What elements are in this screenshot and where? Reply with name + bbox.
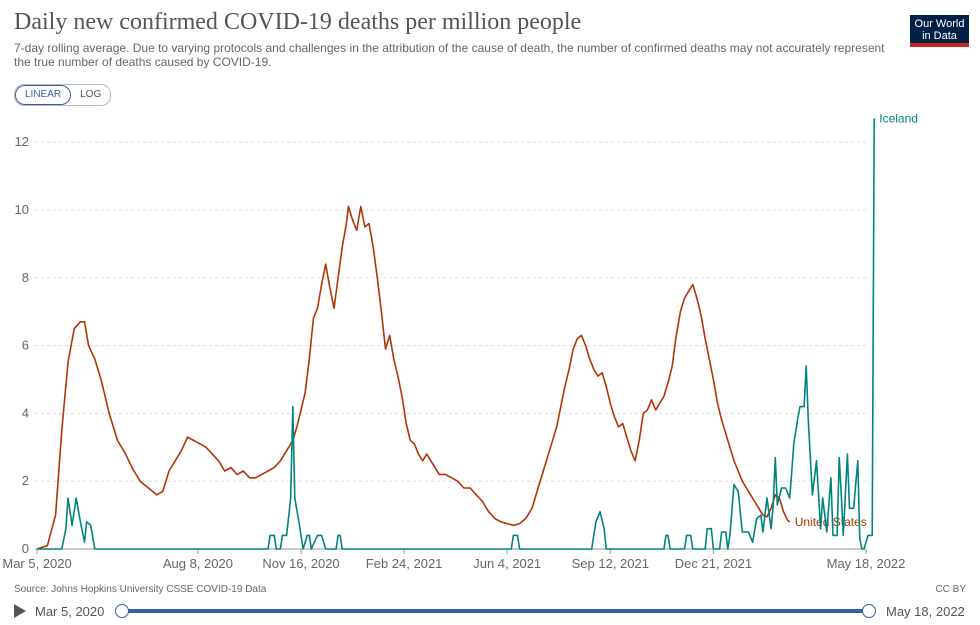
x-tick-label: May 18, 2022 xyxy=(827,556,906,571)
source-note[interactable]: Source: Johns Hopkins University CSSE CO… xyxy=(14,584,267,595)
logo-line-2: in Data xyxy=(922,30,957,42)
x-tick-label: Dec 21, 2021 xyxy=(675,556,752,571)
y-tick-label: 0 xyxy=(22,541,29,556)
y-tick-label: 6 xyxy=(22,338,29,353)
timeline-end-handle[interactable] xyxy=(862,604,876,618)
chart-title: Daily new confirmed COVID-19 deaths per … xyxy=(14,9,582,35)
line-chart[interactable]: 0 2 4 6 8 10 12 Mar 5, 2020 Aug 8, 2020 Nov 16, 2… xyxy=(0,0,980,580)
timeline-start-label: Mar 5, 2020 xyxy=(35,604,105,619)
license-label[interactable]: CC BY xyxy=(935,584,966,595)
owid-logo[interactable]: Our World in Data xyxy=(910,15,969,47)
timeline-track[interactable] xyxy=(121,609,869,613)
scale-toggle: LINEAR LOG xyxy=(14,84,112,106)
chart-subtitle: 7-day rolling average. Due to varying pr… xyxy=(14,41,885,69)
timeline: Mar 5, 2020 May 18, 2022 xyxy=(0,600,980,624)
linear-scale-button[interactable]: LINEAR xyxy=(15,85,72,105)
y-tick-label: 4 xyxy=(22,405,29,420)
y-tick-label: 8 xyxy=(22,270,29,285)
series-label-iceland: Iceland xyxy=(879,111,918,125)
logo-line-1: Our World xyxy=(914,18,965,30)
series-line-iceland xyxy=(37,118,875,550)
series-line-united-states xyxy=(36,205,791,550)
x-tick-label: Sep 12, 2021 xyxy=(572,556,649,571)
timeline-start-handle[interactable] xyxy=(115,604,129,618)
play-icon[interactable] xyxy=(14,604,26,618)
x-tick-label: Mar 5, 2020 xyxy=(2,556,71,571)
x-tick-label: Aug 8, 2020 xyxy=(163,556,233,571)
y-tick-label: 2 xyxy=(22,473,29,488)
x-tick-label: Jun 4, 2021 xyxy=(473,556,541,571)
x-tick-label: Feb 24, 2021 xyxy=(366,556,443,571)
timeline-end-label: May 18, 2022 xyxy=(886,604,965,619)
log-scale-button[interactable]: LOG xyxy=(80,89,102,100)
series-label-united-states: United States xyxy=(795,515,867,529)
y-tick-label: 12 xyxy=(15,134,29,149)
x-tick-label: Nov 16, 2020 xyxy=(262,556,339,571)
y-tick-label: 10 xyxy=(15,202,29,217)
